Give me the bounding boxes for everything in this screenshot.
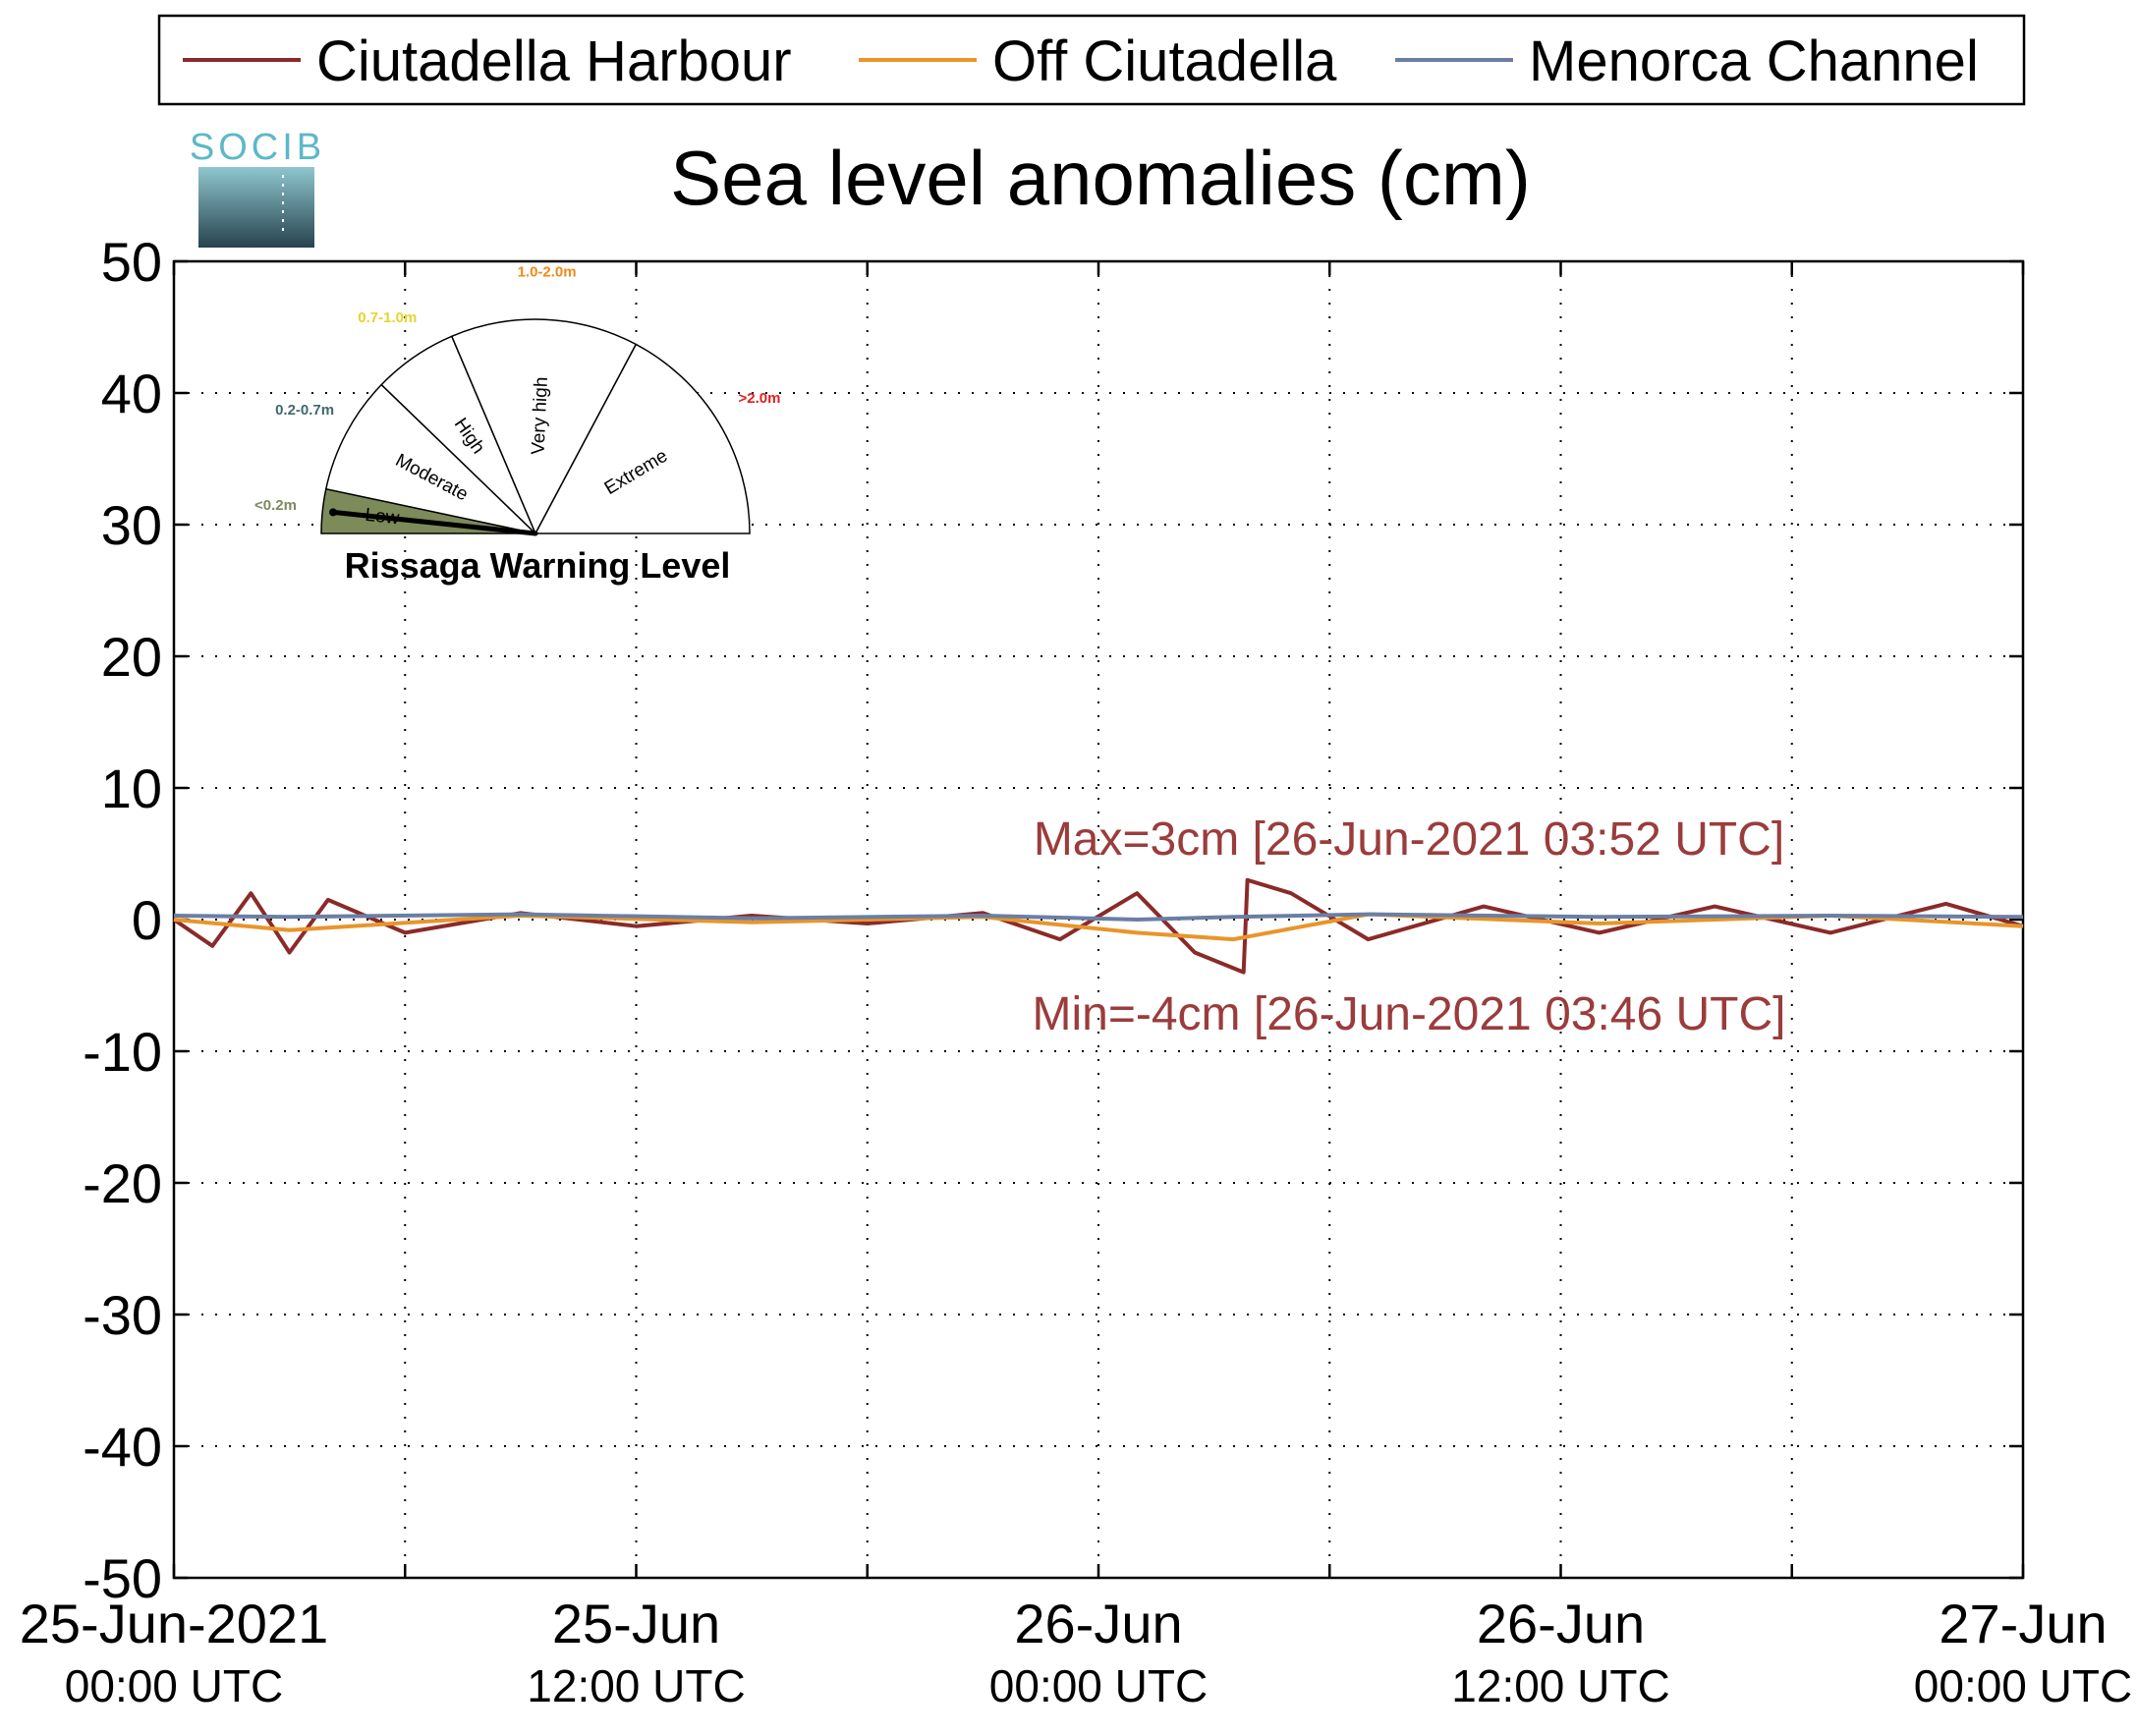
y-tick-label: -50 [83, 1547, 162, 1609]
x-tick-label-time: 00:00 UTC [989, 1660, 1208, 1711]
x-tick-label-time: 12:00 UTC [527, 1660, 745, 1711]
y-tick-label: 30 [101, 494, 162, 556]
gauge-needle-tip [329, 508, 337, 517]
x-tick-label-time: 00:00 UTC [65, 1660, 283, 1711]
y-tick-label: -30 [83, 1284, 162, 1346]
gauge-band-extreme [534, 343, 751, 534]
legend-label-off-ciutadella: Off Ciutadella [992, 29, 1337, 93]
gauge-range-label-high: 0.7-1.0m [358, 309, 417, 326]
series-lines [172, 877, 2024, 975]
max-annotation: Max=3cm [26-Jun-2021 03:52 UTC] [1034, 813, 1784, 866]
gauge-range-label-extreme: >2.0m [739, 390, 781, 407]
rissaga-gauge: Low<0.2mModerate0.2-0.7mHigh0.7-1.0mVery… [254, 263, 781, 536]
y-tick-label: 50 [101, 231, 162, 293]
series-line-off-ciutadella [173, 912, 2024, 942]
series-line-menorca-channel [173, 912, 2024, 922]
legend-label-menorca-channel: Menorca Channel [1529, 29, 1979, 93]
socib-logo-wave [198, 167, 314, 248]
legend-frame [157, 14, 2026, 106]
gauge-range-label-moderate: 0.2-0.7m [275, 402, 334, 419]
y-axis: 50 40 30 20 10 0 -10 -20 -30 -40 -50 [83, 231, 2023, 1609]
y-tick-label: 20 [101, 626, 162, 688]
x-tick-label-date: 26-Jun [1014, 1593, 1182, 1654]
x-tick-label-date: 26-Jun [1477, 1593, 1645, 1654]
y-tick-label: -20 [83, 1152, 162, 1214]
min-annotation: Min=-4cm [26-Jun-2021 03:46 UTC] [1032, 988, 1785, 1040]
series-line-ciutadella-harbour [172, 877, 2024, 975]
y-tick-label: 40 [101, 363, 162, 424]
x-tick-label-date: 25-Jun-2021 [20, 1593, 328, 1654]
legend: Ciutadella Harbour Off Ciutadella Menorc… [157, 14, 2026, 106]
y-tick-label: -10 [83, 1021, 162, 1083]
x-tick-label-time: 00:00 UTC [1914, 1660, 2132, 1711]
gauge-band-very-high [450, 318, 638, 535]
x-tick-label-time: 12:00 UTC [1451, 1660, 1669, 1711]
y-tick-label: 0 [132, 889, 162, 951]
gauge-band-moderate [324, 383, 538, 535]
gauge-range-label-very-high: 1.0-2.0m [518, 263, 577, 280]
gauge-range-label-low: <0.2m [254, 497, 297, 514]
socib-logo-text: SOCIB [190, 127, 325, 168]
chart-title: Sea level anomalies (cm) [670, 135, 1531, 221]
y-tick-label: 10 [101, 757, 162, 819]
gauge-band-label-very-high: Very high [528, 376, 551, 455]
legend-label-ciutadella-harbour: Ciutadella Harbour [316, 29, 792, 93]
gauge-title: Rissaga Warning Level [345, 545, 731, 586]
gauge-needle [330, 509, 538, 536]
socib-logo: SOCIB [190, 127, 325, 248]
x-tick-label-date: 27-Jun [1939, 1593, 2107, 1654]
x-axis: 25-Jun-2021 00:00 UTC 25-Jun 12:00 UTC 26-Ju… [20, 261, 2132, 1711]
y-tick-label: -40 [83, 1416, 162, 1478]
x-tick-label-date: 25-Jun [552, 1593, 720, 1654]
